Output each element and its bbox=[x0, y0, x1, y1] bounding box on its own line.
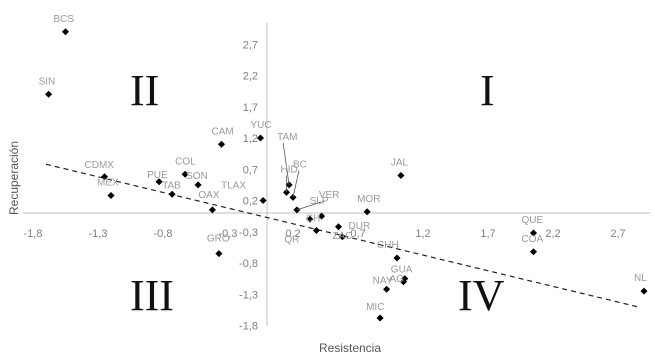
point-label-gro: GRO bbox=[207, 234, 230, 245]
x-tick-label: 2,2 bbox=[545, 228, 560, 240]
point-label-oax: OAX bbox=[198, 190, 219, 201]
point-label-coa: COA bbox=[522, 234, 544, 245]
data-point-zac bbox=[338, 233, 346, 241]
data-point-ch bbox=[306, 215, 314, 223]
data-point-bcs bbox=[61, 28, 70, 36]
point-label-col: COL bbox=[175, 156, 196, 167]
quadrant-label-iv: IV bbox=[458, 271, 505, 320]
y-tick-label: -0,3 bbox=[239, 227, 258, 239]
data-point-yuc bbox=[256, 134, 265, 142]
x-axis-label: Resistencia bbox=[319, 341, 381, 355]
point-label-pue: PUE bbox=[147, 170, 168, 181]
point-label-slp: SLP bbox=[310, 196, 329, 207]
data-point-sin bbox=[45, 90, 53, 98]
y-tick-label: -1,3 bbox=[239, 289, 258, 301]
data-point-gro bbox=[215, 250, 223, 258]
x-tick-label: 1,2 bbox=[415, 228, 430, 240]
point-label-zac: ZAC bbox=[332, 231, 352, 242]
x-tick-label: 0,2 bbox=[285, 228, 300, 240]
point-label-tlax: TLAX bbox=[221, 181, 246, 192]
point-label-bcs: BCS bbox=[54, 14, 75, 25]
point-label-chh: CHH bbox=[377, 240, 399, 251]
data-point-coa bbox=[529, 248, 538, 256]
x-tick-label: -0,8 bbox=[154, 228, 173, 240]
quadrant-label-iii: III bbox=[130, 271, 174, 320]
point-label-yuc: YUC bbox=[251, 120, 272, 131]
y-tick-label: 1,2 bbox=[243, 133, 258, 145]
x-tick-label: 2,7 bbox=[610, 228, 625, 240]
point-label-bc: BC bbox=[293, 159, 307, 170]
data-point-que bbox=[529, 229, 538, 237]
quadrant-label-ii: II bbox=[130, 66, 159, 115]
trend-line bbox=[45, 163, 638, 308]
y-tick-label: -1,8 bbox=[239, 321, 258, 333]
point-label-nay: NAY bbox=[373, 275, 393, 286]
data-point-ag bbox=[399, 278, 408, 286]
point-label-ch: CH bbox=[306, 213, 320, 224]
x-tick-label: -1,3 bbox=[89, 228, 108, 240]
data-point-nl bbox=[640, 287, 648, 295]
point-label-que: QUE bbox=[522, 215, 544, 226]
y-tick-label: 0,7 bbox=[243, 164, 258, 176]
data-point-dur bbox=[334, 223, 343, 231]
y-tick-label: 2,2 bbox=[243, 71, 258, 83]
point-label-son: SON bbox=[186, 171, 208, 182]
quadrant-label-i: I bbox=[480, 66, 495, 115]
y-tick-label: 1,7 bbox=[243, 102, 258, 114]
point-label-nl: NL bbox=[634, 273, 647, 284]
y-tick-label: 2,7 bbox=[243, 39, 258, 51]
point-label-cam: CAM bbox=[212, 126, 234, 137]
x-tick-label: 1,7 bbox=[480, 228, 495, 240]
point-label-qr: QR bbox=[284, 235, 299, 246]
point-label-mic: MIC bbox=[366, 302, 384, 313]
x-tick-label: 0,7 bbox=[350, 228, 365, 240]
point-label-dur: DUR bbox=[349, 221, 371, 232]
data-point-jal bbox=[397, 171, 405, 180]
point-label-gua: GUA bbox=[391, 265, 413, 276]
point-label-ag: AG bbox=[390, 274, 405, 285]
point-label-tam: TAM bbox=[277, 132, 297, 143]
data-point-nay bbox=[383, 285, 391, 293]
point-label-ver: VER bbox=[319, 190, 340, 201]
point-label-jal: JAL bbox=[391, 158, 409, 169]
y-axis-label: Recuperación bbox=[7, 141, 21, 215]
point-label-hid: HID bbox=[281, 164, 298, 175]
data-point-oax bbox=[208, 206, 216, 214]
y-tick-label: 0,2 bbox=[243, 196, 258, 208]
data-point-mic bbox=[376, 314, 384, 322]
point-label-cdmx: CDMX bbox=[85, 160, 115, 171]
point-label-mor: MOR bbox=[357, 194, 380, 205]
y-tick-label: -0,8 bbox=[239, 258, 258, 270]
data-point-col bbox=[181, 170, 189, 178]
point-label-tab: TAB bbox=[162, 180, 181, 191]
data-point-son bbox=[194, 181, 202, 189]
data-point-pue bbox=[155, 178, 163, 186]
point-label-mex: MEX bbox=[97, 178, 119, 189]
data-point-cam bbox=[217, 140, 226, 148]
data-point-mex bbox=[107, 191, 115, 200]
data-point-cdmx bbox=[100, 173, 109, 181]
leader-line bbox=[282, 142, 290, 185]
data-point-slp bbox=[318, 212, 326, 220]
data-point-qr bbox=[312, 226, 320, 235]
data-point-chh bbox=[393, 254, 401, 262]
point-label-sin: SIN bbox=[39, 76, 56, 87]
leader-line bbox=[292, 170, 300, 198]
data-point-tab bbox=[168, 190, 176, 198]
data-point-tlax bbox=[259, 196, 267, 205]
leader-line bbox=[296, 200, 326, 211]
x-tick-label: -1,8 bbox=[24, 228, 43, 240]
x-tick-label: -0,3 bbox=[219, 228, 238, 240]
data-point-mor bbox=[363, 208, 371, 216]
